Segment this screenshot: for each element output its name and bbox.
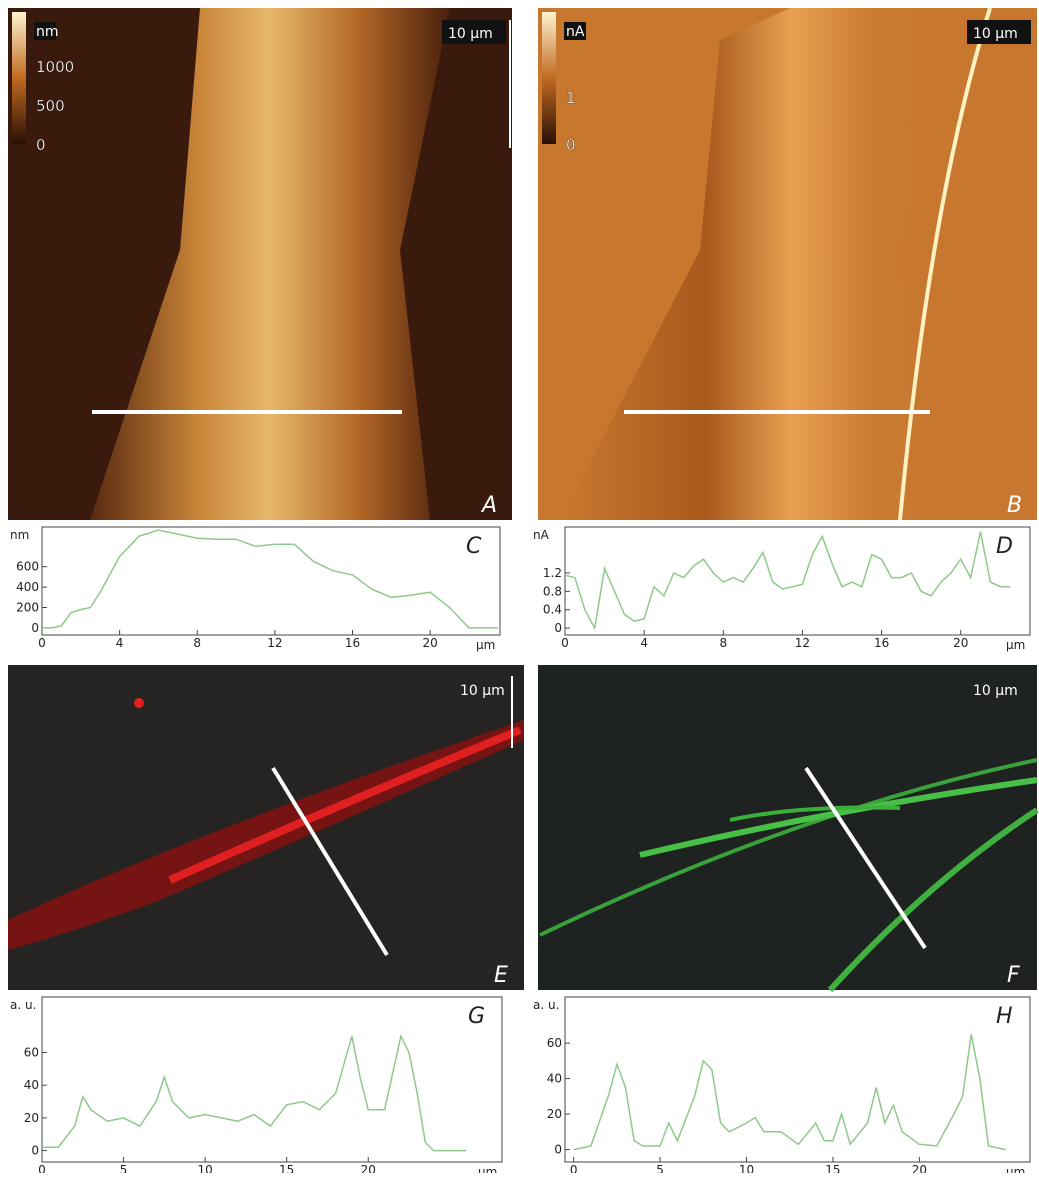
panel-letter: F xyxy=(1007,963,1020,988)
x-axis-label: µm xyxy=(476,638,495,652)
x-tick-label: 15 xyxy=(825,1163,840,1173)
x-tick-label: 12 xyxy=(267,636,282,650)
x-tick-label: 16 xyxy=(874,636,889,650)
image-a xyxy=(8,8,512,520)
y-axis-label: a. u. xyxy=(10,998,36,1012)
colorbar-tick: 500 xyxy=(36,97,65,115)
colorbar-tick: 1000 xyxy=(36,58,74,76)
panel-letter: G xyxy=(468,1004,485,1029)
y-tick-label: 60 xyxy=(547,1036,562,1050)
y-tick-label: 1.2 xyxy=(543,566,562,580)
y-tick-label: 0 xyxy=(554,621,562,635)
y-tick-label: 400 xyxy=(16,580,39,594)
colorbar-tick: 0 xyxy=(36,136,46,154)
x-tick-label: 8 xyxy=(193,636,201,650)
scale-bar-bg xyxy=(442,20,506,44)
y-tick-label: 0 xyxy=(554,1143,562,1157)
panel-letter: E xyxy=(494,963,508,988)
panel-letter: H xyxy=(996,1004,1013,1029)
y-tick-label: 20 xyxy=(24,1111,39,1125)
profile-line xyxy=(564,531,1011,631)
profile-line xyxy=(42,1033,467,1152)
scale-bar-label: 10 µm xyxy=(460,683,505,699)
x-tick-label: 10 xyxy=(197,1163,212,1173)
x-tick-label: 10 xyxy=(739,1163,754,1173)
panel-letter: A xyxy=(480,493,497,518)
colorbar-title: nm xyxy=(36,24,59,40)
x-tick-label: 0 xyxy=(38,1163,46,1173)
image-b xyxy=(538,7,1037,521)
y-axis-label: a. u. xyxy=(533,998,559,1012)
x-tick-label: 16 xyxy=(345,636,360,650)
y-tick-label: 0 xyxy=(31,1144,39,1158)
image-f xyxy=(538,665,1039,993)
y-axis-label: nm xyxy=(10,528,29,542)
scale-bar-bg xyxy=(967,20,1031,44)
scale-bar-label: 10 µm xyxy=(973,26,1018,42)
x-axis-label: µm xyxy=(1006,638,1025,652)
y-tick-label: 0 xyxy=(31,621,39,635)
y-tick-label: 200 xyxy=(16,600,39,614)
y-tick-label: 0.8 xyxy=(543,584,562,598)
colorbar-tick: 1 xyxy=(566,89,576,107)
x-tick-label: 15 xyxy=(279,1163,294,1173)
colorbar-label-bg xyxy=(34,22,56,40)
scale-bar-label: 10 µm xyxy=(973,683,1018,699)
scale-bar-label: 10 µm xyxy=(448,26,493,42)
x-axis-label: µm xyxy=(1006,1165,1025,1173)
y-tick-label: 600 xyxy=(16,560,39,574)
y-tick-label: 40 xyxy=(24,1078,39,1092)
image-e xyxy=(8,665,524,990)
x-tick-label: 20 xyxy=(422,636,437,650)
profile-line xyxy=(42,529,499,629)
y-tick-label: 20 xyxy=(547,1107,562,1121)
x-tick-label: 4 xyxy=(640,636,648,650)
plot-frame xyxy=(41,526,501,636)
plot-frame xyxy=(564,996,1031,1163)
x-tick-label: 20 xyxy=(912,1163,927,1173)
y-tick-label: 0.4 xyxy=(543,603,562,617)
x-tick-label: 0 xyxy=(570,1163,578,1173)
x-tick-label: 8 xyxy=(719,636,727,650)
x-tick-label: 0 xyxy=(561,636,569,650)
colorbar-label-bg xyxy=(564,22,586,40)
x-tick-label: 20 xyxy=(953,636,968,650)
colorbar-tick: 0 xyxy=(566,136,576,154)
y-axis-label: nA xyxy=(533,528,550,542)
colorbar-title: nA xyxy=(566,24,585,40)
x-tick-label: 12 xyxy=(795,636,810,650)
y-tick-label: 60 xyxy=(24,1046,39,1060)
panel-letter: D xyxy=(996,534,1013,559)
plot-frame xyxy=(564,526,1031,636)
x-tick-label: 5 xyxy=(120,1163,128,1173)
x-axis-label: µm xyxy=(478,1165,497,1173)
panel-letter: B xyxy=(1007,493,1022,518)
x-tick-label: 5 xyxy=(656,1163,664,1173)
x-tick-label: 4 xyxy=(116,636,124,650)
plot-frame xyxy=(41,996,503,1163)
panel-letter: C xyxy=(466,534,482,559)
y-tick-label: 40 xyxy=(547,1072,562,1086)
profile-line xyxy=(573,1034,1006,1151)
x-tick-label: 20 xyxy=(361,1163,376,1173)
x-tick-label: 0 xyxy=(38,636,46,650)
